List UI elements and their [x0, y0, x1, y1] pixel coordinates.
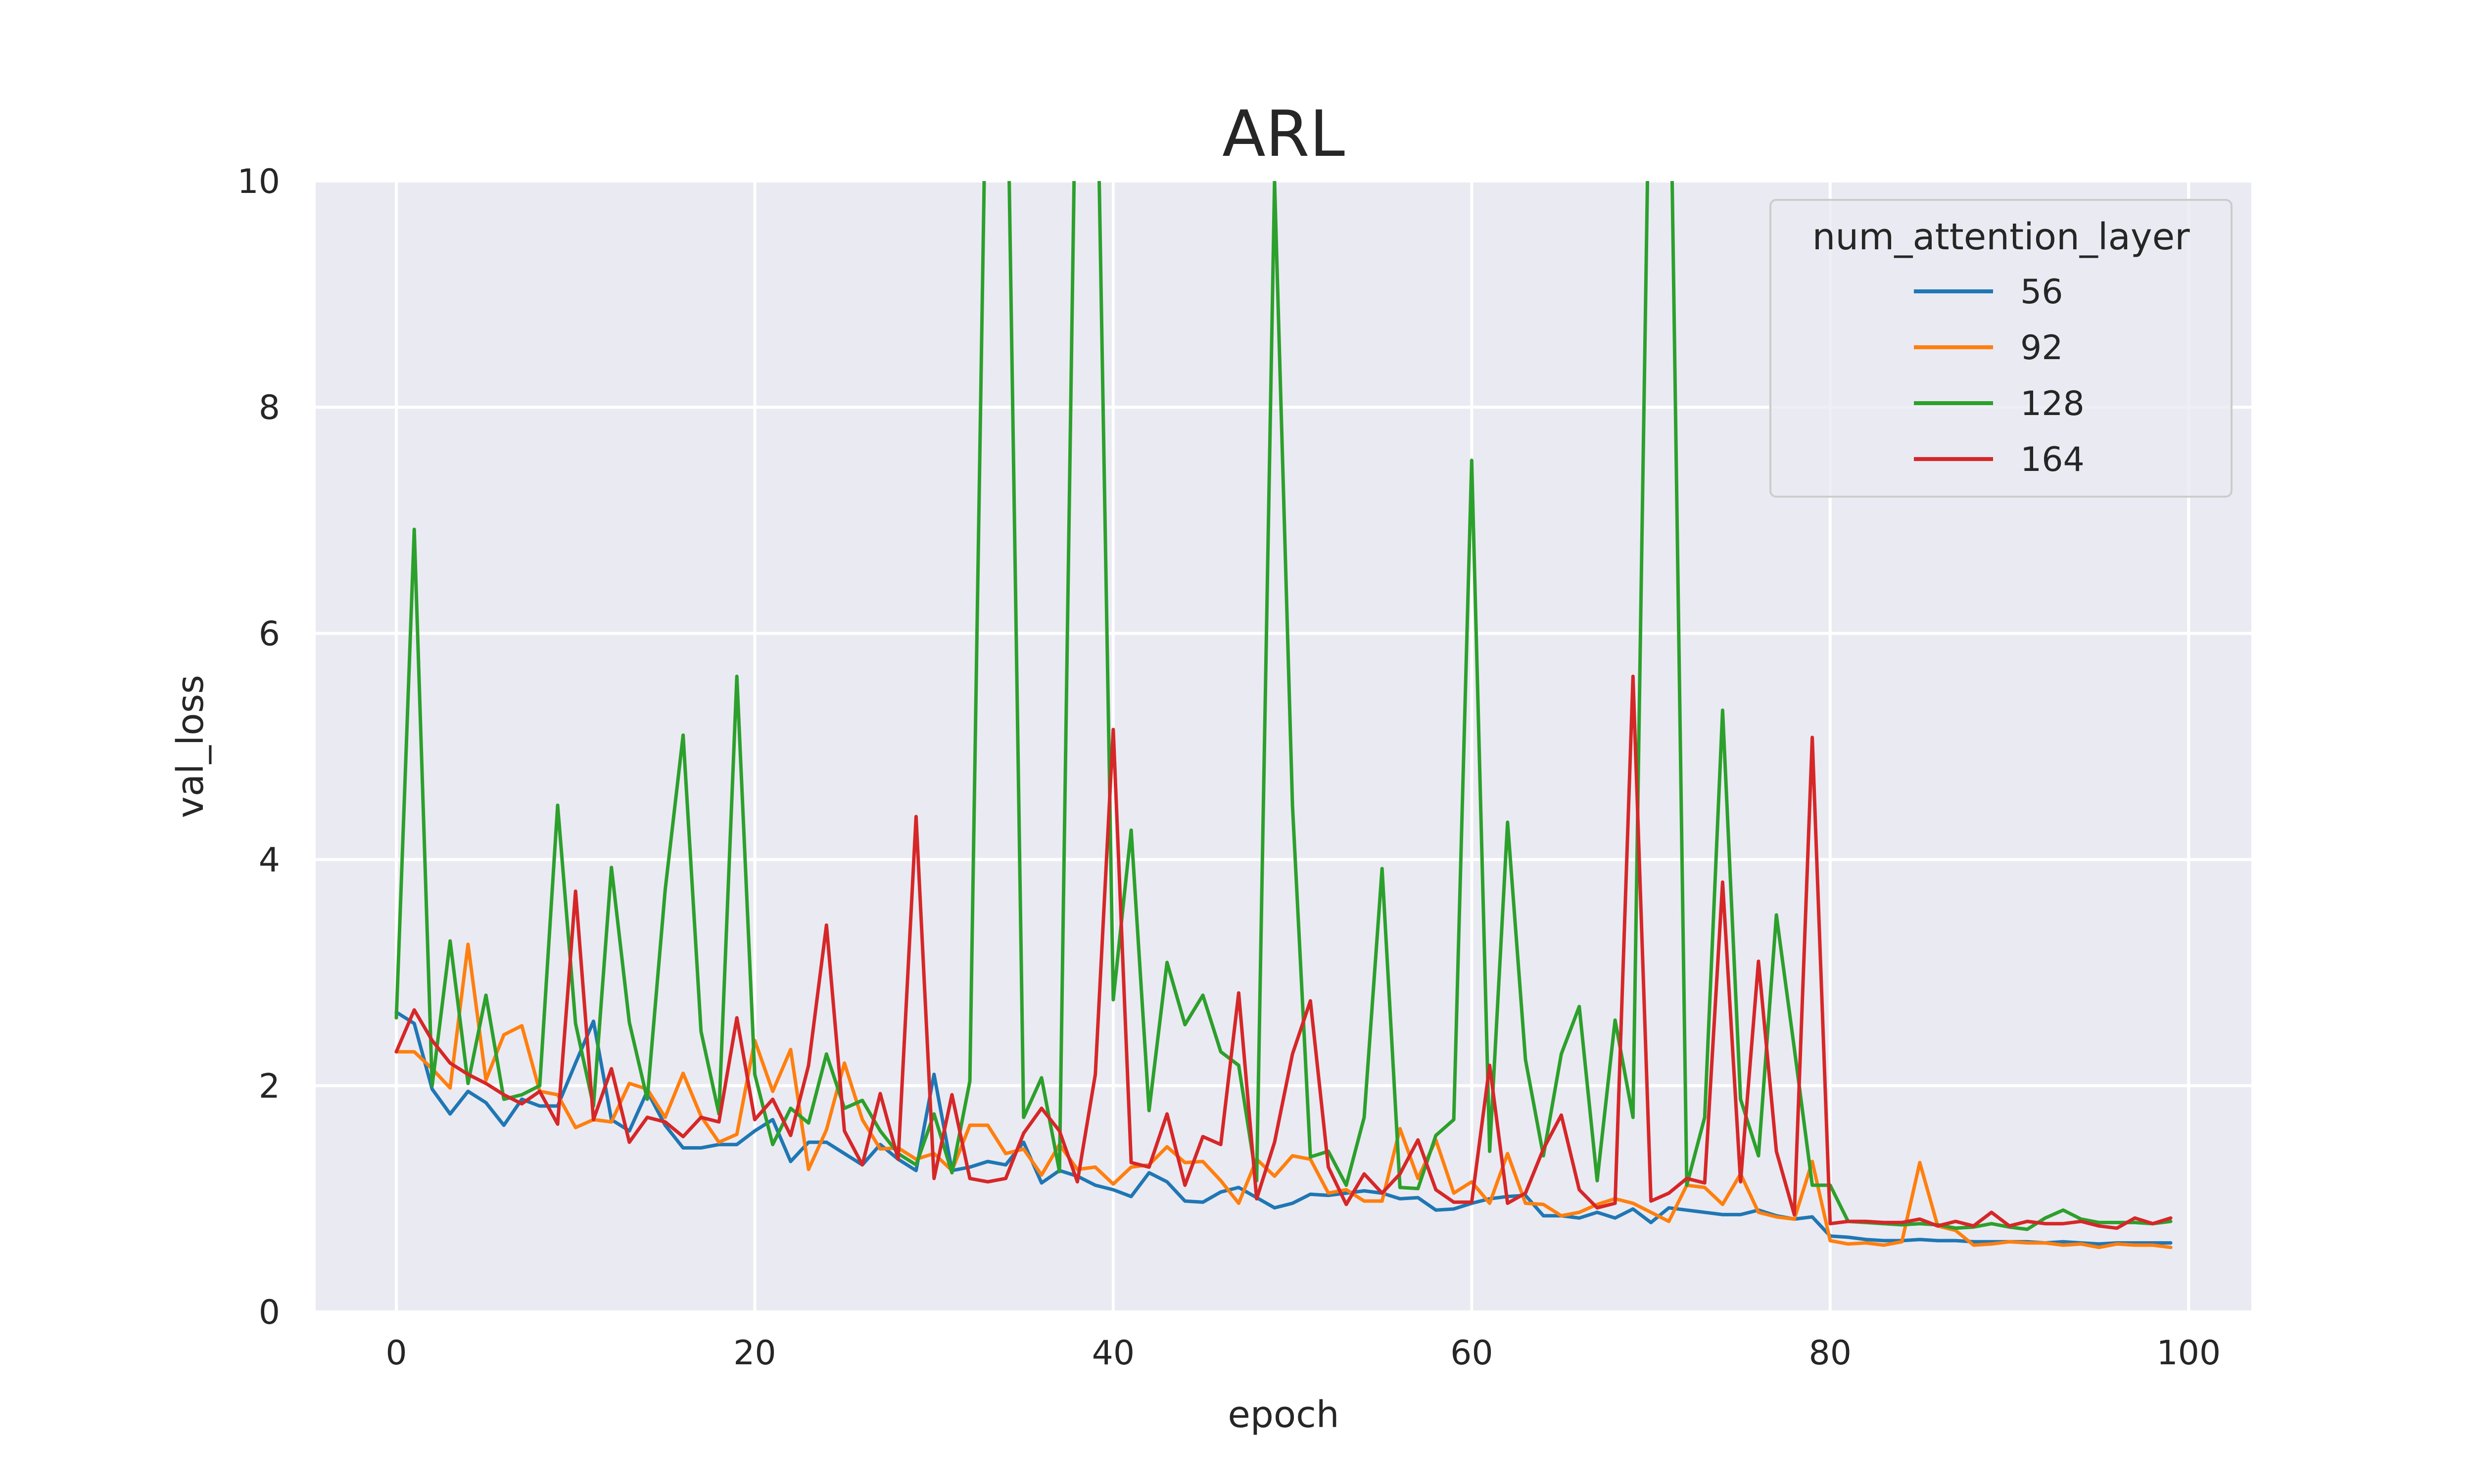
y-tick-label: 10	[237, 162, 280, 201]
series-line-56	[394, 1010, 2173, 1246]
x-axis-title: epoch	[1228, 1393, 1339, 1436]
legend-title: num_attention_layer	[1812, 216, 2190, 258]
x-tick-label: 60	[1450, 1334, 1493, 1373]
tick-labels: 0 20 40 60 80 100 0 2 4 6 8 10	[237, 162, 2221, 1373]
x-tick-label: 20	[733, 1334, 776, 1373]
x-tick-label: 0	[385, 1334, 407, 1373]
legend: num_attention_layer 56 92 128 164	[1769, 199, 2233, 498]
series-lines	[394, 181, 2173, 1250]
x-tick-label: 80	[1809, 1334, 1852, 1373]
y-tick-label: 2	[259, 1067, 280, 1106]
y-tick-label: 4	[259, 841, 280, 880]
legend-label-128: 128	[2020, 384, 2085, 423]
series-line-92	[394, 942, 2173, 1250]
legend-label-92: 92	[2020, 328, 2063, 368]
legend-items: 56 92 128 164	[1914, 273, 2085, 479]
series-line-164	[394, 674, 2173, 1230]
y-tick-label: 8	[259, 388, 280, 427]
legend-label-56: 56	[2020, 273, 2063, 312]
y-axis-title: val_loss	[169, 675, 212, 818]
y-tick-label: 0	[259, 1293, 280, 1332]
x-tick-label: 40	[1092, 1334, 1135, 1373]
legend-label-164: 164	[2020, 440, 2085, 479]
y-tick-label: 6	[259, 614, 280, 653]
chart-title: ARL	[1222, 97, 1345, 171]
x-tick-label: 100	[2156, 1334, 2221, 1373]
legend-box	[1769, 199, 2233, 498]
